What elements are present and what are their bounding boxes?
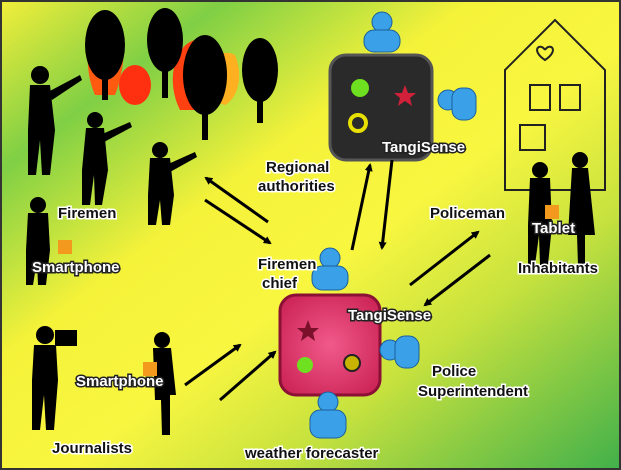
token: [344, 355, 360, 371]
label: Police: [432, 363, 476, 380]
label: weather forecaster: [244, 445, 379, 462]
label: Regional: [266, 159, 329, 176]
label: Firemen: [58, 205, 116, 222]
label: authorities: [258, 178, 335, 195]
label: TangiSense: [382, 139, 465, 156]
label: Firemen: [258, 256, 316, 273]
label: chief: [262, 275, 298, 292]
label: TangiSense: [348, 307, 431, 324]
label: Smartphone: [76, 373, 164, 390]
label: Smartphone: [32, 259, 120, 276]
label: Policeman: [430, 205, 505, 222]
label: Inhabitants: [518, 260, 598, 277]
label: Superintendent: [418, 383, 528, 400]
label: Journalists: [52, 440, 132, 457]
diagram: Regional authorities TangiSense Firemen …: [0, 0, 621, 470]
token: [351, 79, 369, 97]
label: Tablet: [532, 220, 575, 237]
token: [297, 357, 313, 373]
